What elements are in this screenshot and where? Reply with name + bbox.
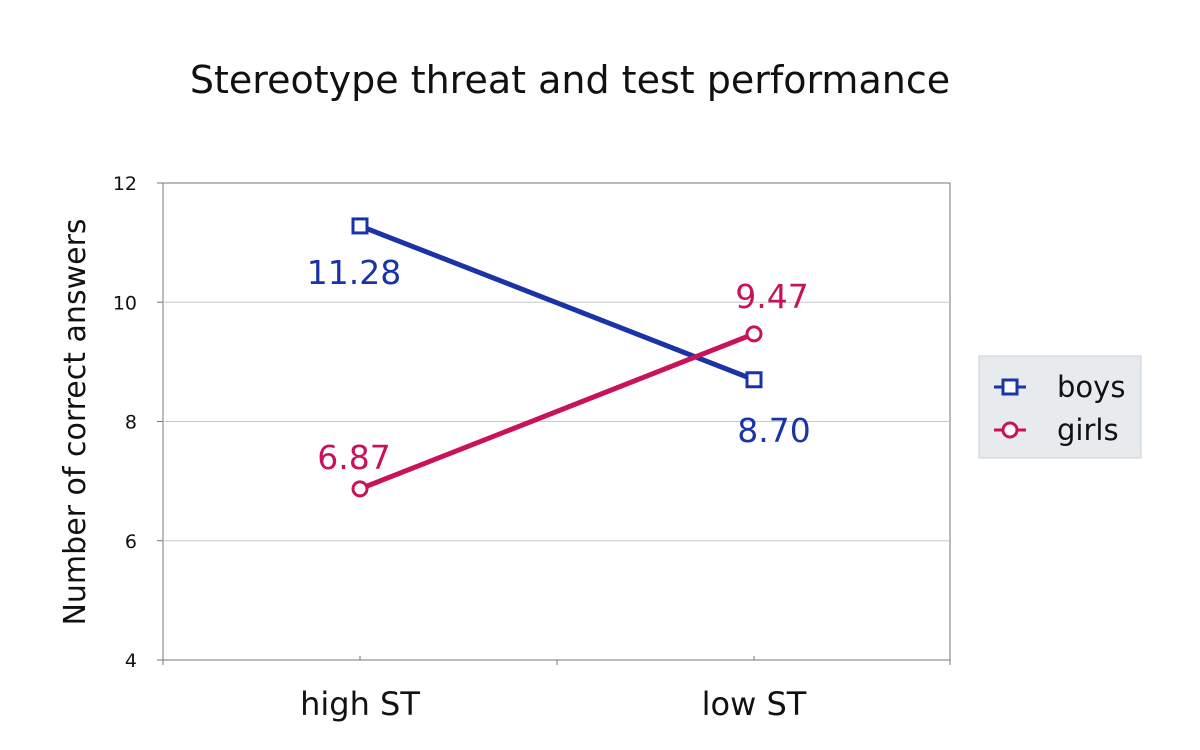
data-point-girls-1 (745, 325, 763, 343)
legend-marker-boys (1001, 378, 1019, 396)
legend-label-boys: boys (1057, 370, 1125, 404)
data-point-boys-1 (745, 371, 763, 389)
x-tick-label: high ST (300, 685, 420, 723)
legend: boys girls (978, 355, 1142, 459)
series-line-boys (359, 223, 755, 383)
data-label-boys-1: 8.70 (737, 411, 810, 450)
y-axis-label: Number of correct answers (58, 218, 93, 625)
series-group: 11.28 8.70 6.87 9.47 (307, 217, 811, 498)
series-line-girls (359, 331, 755, 492)
x-axis: high ST low ST (162, 656, 951, 723)
legend-label-girls: girls (1057, 413, 1119, 447)
chart-title: Stereotype threat and test performance (190, 58, 950, 102)
y-tick-label: 4 (125, 650, 137, 672)
y-tick-label: 6 (125, 531, 137, 553)
data-label-girls-0: 6.87 (317, 438, 390, 477)
data-point-girls-0 (351, 480, 369, 498)
data-point-boys-0 (351, 217, 369, 235)
data-label-girls-1: 9.47 (735, 277, 808, 316)
y-tick-label: 12 (113, 173, 137, 195)
y-axis: 4 6 8 10 12 (113, 173, 163, 672)
y-tick-label: 10 (113, 292, 137, 314)
y-tick-label: 8 (125, 412, 137, 434)
data-label-boys-0: 11.28 (307, 253, 401, 292)
legend-marker-girls (1001, 421, 1019, 439)
x-tick-label: low ST (702, 685, 807, 723)
legend-box (978, 355, 1142, 459)
